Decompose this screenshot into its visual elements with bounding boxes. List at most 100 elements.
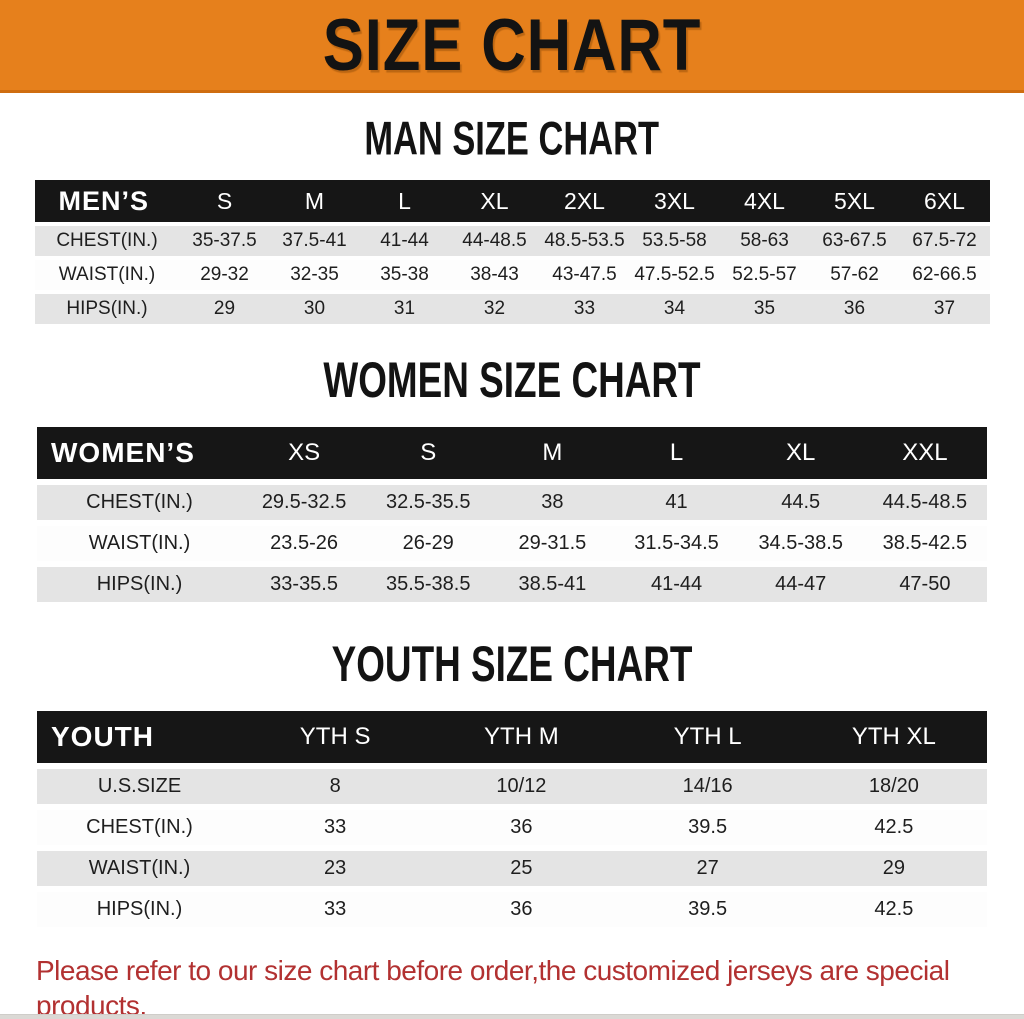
youth-size-chart-heading-text: YOUTH SIZE CHART [331,634,693,692]
size-value-cell: 18/20 [800,769,987,804]
size-value-cell: 29-31.5 [490,526,615,561]
size-value-cell: 34 [629,294,720,324]
row-label: WAIST(IN.) [34,260,180,290]
size-value-cell: 44.5 [738,485,863,520]
size-column-header: 6XL [899,180,990,222]
size-value-cell: 14/16 [614,769,801,804]
youth-chest-row: CHEST(IN.) 33 36 39.5 42.5 [37,810,987,845]
youth-table-corner-label: YOUTH [37,711,242,763]
size-column-header: YTH S [242,711,429,763]
bottom-edge-strip [0,1014,1024,1019]
size-value-cell: 32 [449,294,540,324]
size-value-cell: 38.5-42.5 [862,526,987,561]
size-value-cell: 25 [428,851,615,886]
size-column-header: 5XL [809,180,900,222]
size-chart-banner: SIZE CHART [0,0,1024,93]
size-value-cell: 41-44 [614,567,739,602]
size-value-cell: 37 [899,294,990,324]
size-value-cell: 41-44 [359,226,450,256]
size-value-cell: 44-48.5 [449,226,540,256]
size-value-cell: 44-47 [738,567,863,602]
size-column-header: XXL [862,427,987,479]
size-value-cell: 53.5-58 [629,226,720,256]
size-value-cell: 32.5-35.5 [366,485,491,520]
size-value-cell: 33-35.5 [242,567,367,602]
women-table-header-row: WOMEN’S XS S M L XL XXL [37,427,987,479]
size-value-cell: 42.5 [800,892,987,927]
size-value-cell: 44.5-48.5 [862,485,987,520]
size-value-cell: 41 [614,485,739,520]
size-value-cell: 36 [428,810,615,845]
size-column-header: L [614,427,739,479]
row-label: U.S.SIZE [37,769,242,804]
youth-ussize-row: U.S.SIZE 8 10/12 14/16 18/20 [37,769,987,804]
size-column-header: XL [738,427,863,479]
size-column-header: XS [242,427,367,479]
women-chest-row: CHEST(IN.) 29.5-32.5 32.5-35.5 38 41 44.… [37,485,987,520]
youth-table-header-row: YOUTH YTH S YTH M YTH L YTH XL [37,711,987,763]
size-value-cell: 47-50 [862,567,987,602]
size-value-cell: 37.5-41 [269,226,360,256]
row-label: HIPS(IN.) [34,294,180,324]
row-label: CHEST(IN.) [37,485,242,520]
men-waist-row: WAIST(IN.) 29-32 32-35 35-38 38-43 43-47… [34,260,990,290]
women-waist-row: WAIST(IN.) 23.5-26 26-29 29-31.5 31.5-34… [37,526,987,561]
size-value-cell: 23.5-26 [242,526,367,561]
size-value-cell: 23 [242,851,429,886]
size-value-cell: 48.5-53.5 [539,226,630,256]
size-value-cell: 38.5-41 [490,567,615,602]
size-value-cell: 31 [359,294,450,324]
size-value-cell: 35-38 [359,260,450,290]
size-value-cell: 26-29 [366,526,491,561]
row-label: HIPS(IN.) [37,567,242,602]
size-value-cell: 62-66.5 [899,260,990,290]
size-value-cell: 33 [242,892,429,927]
man-size-chart-heading: MAN SIZE CHART [0,112,1024,165]
size-value-cell: 29 [800,851,987,886]
size-value-cell: 33 [242,810,429,845]
size-value-cell: 35 [719,294,810,324]
size-chart-title: SIZE CHART [322,4,702,86]
size-value-cell: 10/12 [428,769,615,804]
size-value-cell: 35.5-38.5 [366,567,491,602]
women-table-corner-label: WOMEN’S [37,427,242,479]
men-table-header-row: MEN’S S M L XL 2XL 3XL 4XL 5XL 6XL [34,180,990,222]
size-value-cell: 67.5-72 [899,226,990,256]
size-column-header: 4XL [719,180,810,222]
man-size-chart-heading-text: MAN SIZE CHART [364,112,660,165]
youth-size-chart-heading: YOUTH SIZE CHART [0,634,1024,692]
size-column-header: 2XL [539,180,630,222]
size-value-cell: 29-32 [179,260,270,290]
women-hips-row: HIPS(IN.) 33-35.5 35.5-38.5 38.5-41 41-4… [37,567,987,602]
size-value-cell: 52.5-57 [719,260,810,290]
men-hips-row: HIPS(IN.) 29 30 31 32 33 34 35 36 37 [34,294,990,324]
size-value-cell: 34.5-38.5 [738,526,863,561]
men-size-table: MEN’S S M L XL 2XL 3XL 4XL 5XL 6XL CHEST… [34,176,990,328]
women-size-table: WOMEN’S XS S M L XL XXL CHEST(IN.) 29.5-… [37,421,987,608]
size-value-cell: 30 [269,294,360,324]
size-value-cell: 33 [539,294,630,324]
size-column-header: L [359,180,450,222]
size-value-cell: 38-43 [449,260,540,290]
size-value-cell: 39.5 [614,810,801,845]
size-value-cell: 39.5 [614,892,801,927]
row-label: WAIST(IN.) [37,526,242,561]
size-value-cell: 36 [809,294,900,324]
row-label: CHEST(IN.) [37,810,242,845]
size-value-cell: 43-47.5 [539,260,630,290]
women-size-chart-heading: WOMEN SIZE CHART [0,350,1024,408]
row-label: WAIST(IN.) [37,851,242,886]
size-column-header: S [179,180,270,222]
size-column-header: YTH XL [800,711,987,763]
size-value-cell: 32-35 [269,260,360,290]
size-value-cell: 36 [428,892,615,927]
size-column-header: XL [449,180,540,222]
women-size-chart-heading-text: WOMEN SIZE CHART [323,350,701,408]
size-value-cell: 35-37.5 [179,226,270,256]
size-value-cell: 47.5-52.5 [629,260,720,290]
size-value-cell: 27 [614,851,801,886]
size-column-header: YTH M [428,711,615,763]
size-value-cell: 42.5 [800,810,987,845]
size-value-cell: 29.5-32.5 [242,485,367,520]
